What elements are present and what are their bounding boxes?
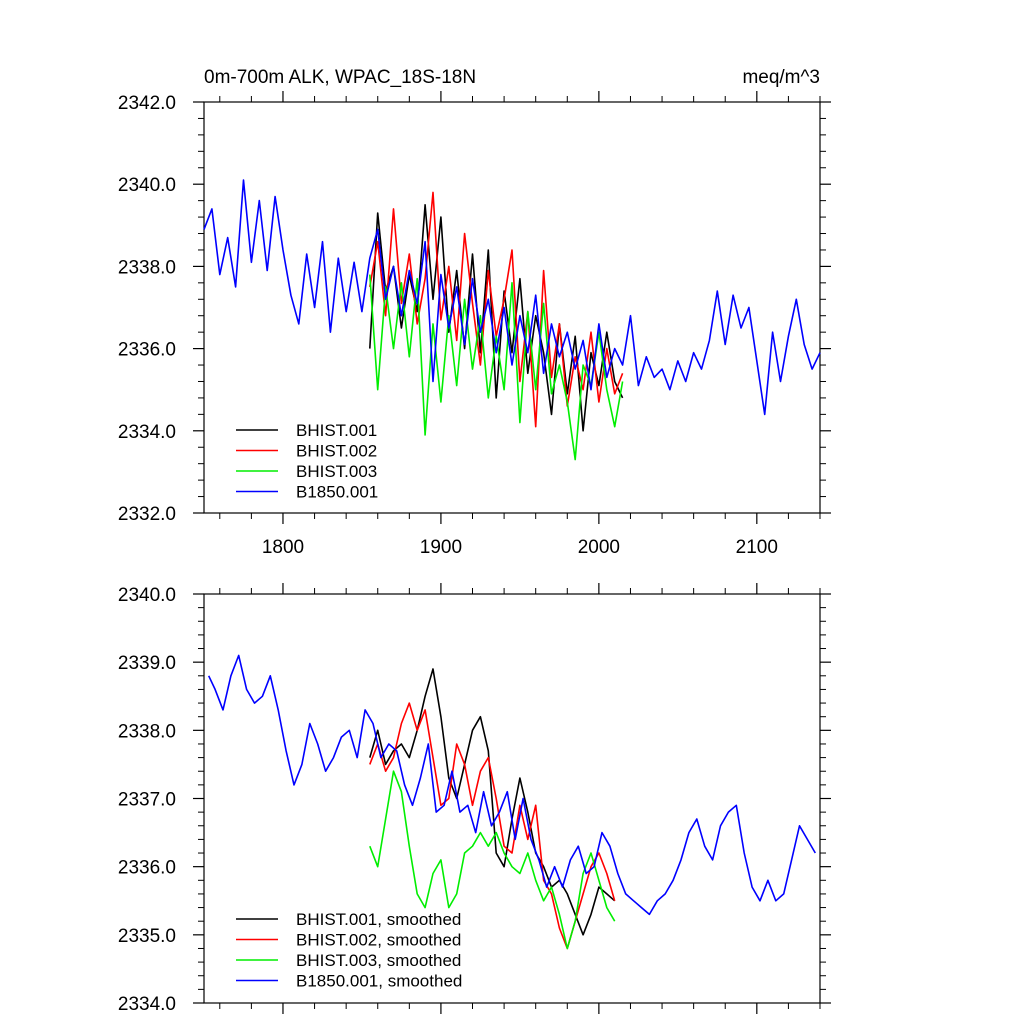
panel-1-legend-label: BHIST.001 bbox=[296, 421, 377, 440]
panel-1-series-line-b1850-001 bbox=[203, 179, 821, 416]
panel-1-x-tick-label: 1900 bbox=[420, 537, 462, 558]
panel-2-legend-label: B1850.001, smoothed bbox=[296, 972, 462, 991]
top-panel-title: 0m-700m ALK, WPAC_18S-18N bbox=[204, 67, 476, 88]
panel-1-y-tick-label: 2338.0 bbox=[118, 257, 176, 278]
panel-2-legend-label: BHIST.001, smoothed bbox=[296, 910, 461, 929]
panel-2-y-tick-label: 2334.0 bbox=[118, 994, 176, 1015]
panel-1-series-line-bhist-001 bbox=[369, 204, 624, 432]
panel-1-y-tick-label: 2332.0 bbox=[118, 504, 176, 525]
panel-2-legend-label: BHIST.003, smoothed bbox=[296, 951, 461, 970]
panel-1-frame bbox=[203, 101, 821, 514]
panel-2-y-tick-label: 2336.0 bbox=[118, 858, 176, 879]
panel-1-legend-label: BHIST.002 bbox=[296, 442, 377, 461]
panel-2-series-line-bhist-003-smoothed bbox=[369, 770, 616, 950]
top-panel-units: meq/m^3 bbox=[742, 67, 820, 88]
panel-1-legend-label: BHIST.003 bbox=[296, 462, 377, 481]
panel-2-y-tick-label: 2340.0 bbox=[118, 585, 176, 606]
panel-1-y-tick-label: 2342.0 bbox=[118, 93, 176, 114]
panel-2-y-tick-label: 2335.0 bbox=[118, 926, 176, 947]
panel-1-x-tick-label: 1800 bbox=[262, 537, 304, 558]
panel-2-legend-label: BHIST.002, smoothed bbox=[296, 931, 461, 950]
panel-1-series-line-bhist-003 bbox=[369, 274, 624, 461]
panel-1-x-tick-label: 2000 bbox=[578, 537, 620, 558]
panel-2-y-tick-label: 2339.0 bbox=[118, 653, 176, 674]
panel-2-series-line-b1850-001-smoothed bbox=[207, 654, 816, 916]
panel-1-y-tick-label: 2340.0 bbox=[118, 175, 176, 196]
panel-1-y-tick-label: 2336.0 bbox=[118, 340, 176, 361]
panel-2-y-tick-label: 2338.0 bbox=[118, 721, 176, 742]
panel-1-y-tick-label: 2334.0 bbox=[118, 422, 176, 443]
panel-1-x-tick-label: 2100 bbox=[736, 537, 778, 558]
panel-2-series-line-bhist-001-smoothed bbox=[369, 668, 616, 936]
panel-2-y-tick-label: 2337.0 bbox=[118, 790, 176, 811]
panel-1-legend-label: B1850.001 bbox=[296, 483, 378, 502]
